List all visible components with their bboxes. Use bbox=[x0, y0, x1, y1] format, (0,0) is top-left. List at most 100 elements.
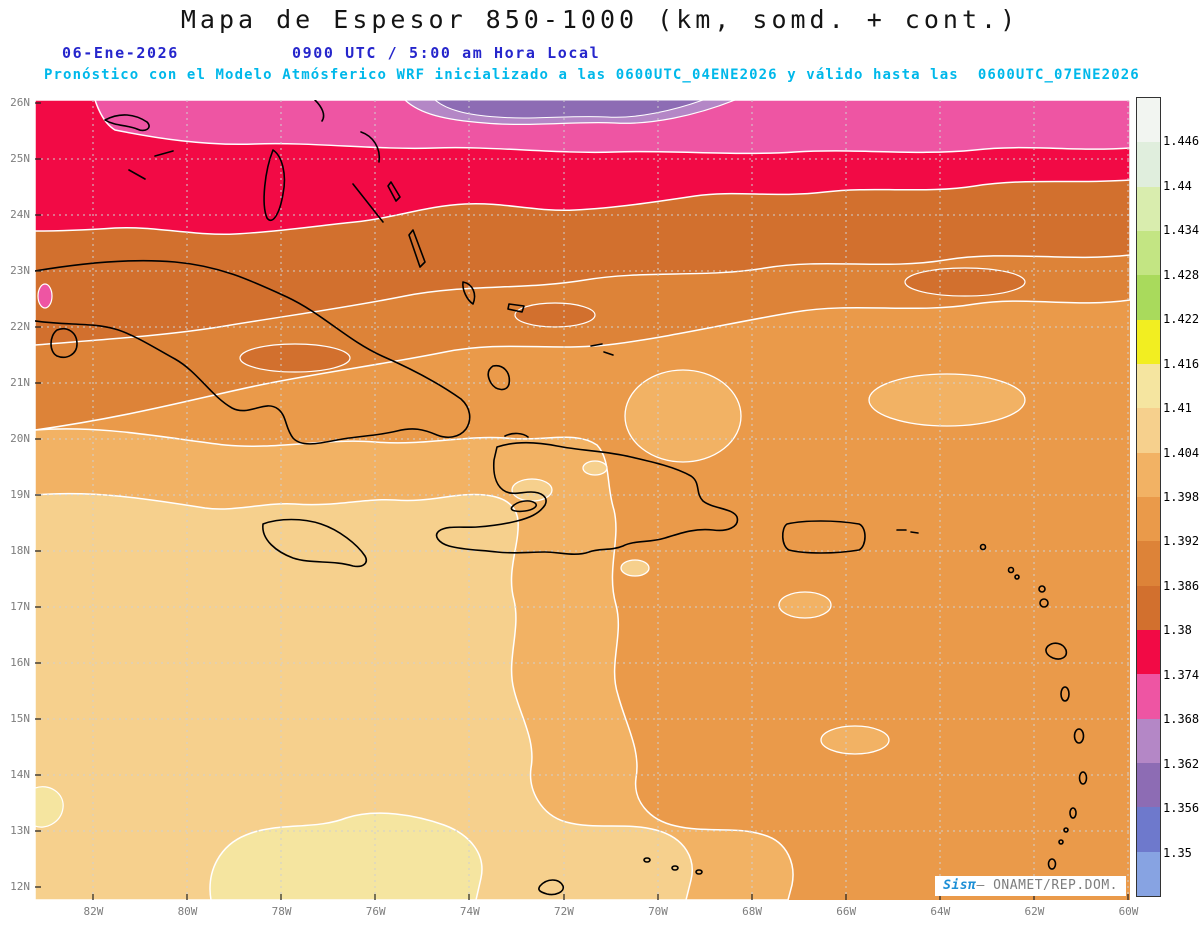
lat-label-14N: 14N bbox=[10, 768, 30, 781]
colorbar-label-1.416: 1.416 bbox=[1163, 356, 1200, 371]
lat-label-24N: 24N bbox=[10, 208, 30, 221]
lon-label-80W: 80W bbox=[177, 905, 198, 918]
colorbar-label-1.434: 1.434 bbox=[1163, 223, 1200, 238]
coastline-acklins bbox=[462, 281, 476, 305]
colorbar-swatch-13 bbox=[1137, 674, 1160, 719]
lat-label-16N: 16N bbox=[10, 656, 30, 669]
coastline-gonave bbox=[510, 500, 538, 513]
thickness-patch bbox=[904, 267, 1026, 297]
coastline-isla-juventud bbox=[50, 328, 78, 359]
colorbar-swatch-7 bbox=[1137, 408, 1160, 453]
page-title: Mapa de Espesor 850-1000 (km, somd. + co… bbox=[180, 5, 1020, 34]
model-info-line: Pronóstico con el Modelo Atmósferico WRF… bbox=[44, 67, 1140, 83]
lon-ticks bbox=[92, 894, 1129, 900]
lon-label-66W: 66W bbox=[836, 905, 857, 918]
fill-region-khaki bbox=[209, 812, 483, 900]
coastline-st-martin bbox=[979, 543, 987, 551]
lat-label-21N: 21N bbox=[10, 376, 30, 389]
forecast-date: 06-Ene-2026 bbox=[62, 44, 179, 62]
thickness-patch bbox=[582, 460, 608, 476]
lat-label-17N: 17N bbox=[10, 600, 30, 613]
lat-label-22N: 22N bbox=[10, 320, 30, 333]
watermark-app-name: Sisπ bbox=[943, 878, 977, 893]
coastline-jamaica bbox=[262, 518, 368, 568]
coastline-guajira bbox=[538, 879, 565, 896]
colorbar-swatch-5 bbox=[1137, 319, 1160, 364]
lat-ticks bbox=[35, 102, 41, 888]
thickness-patch bbox=[624, 369, 742, 463]
lat-label-13N: 13N bbox=[10, 824, 30, 837]
colorbar bbox=[1136, 97, 1161, 897]
lon-label-74W: 74W bbox=[459, 905, 480, 918]
coastline-florida-keys bbox=[104, 114, 174, 180]
coastline-virgin-islands bbox=[896, 529, 919, 534]
fill-region-tan bbox=[35, 492, 693, 900]
colorbar-swatch-9 bbox=[1137, 496, 1160, 542]
colorbar-label-1.446: 1.446 bbox=[1163, 134, 1200, 149]
forecast-valid-time: 0900 UTC / 5:00 am Hora Local bbox=[292, 44, 601, 62]
colorbar-swatch-15 bbox=[1137, 762, 1160, 808]
grid-lines-horizontal bbox=[35, 158, 1130, 832]
coastline-martinique bbox=[1073, 728, 1085, 744]
lon-label-68W: 68W bbox=[742, 905, 763, 918]
colorbar-swatch-0 bbox=[1137, 98, 1160, 143]
thickness-map-svg bbox=[35, 100, 1130, 900]
coastline-st-vincent bbox=[1069, 807, 1077, 819]
coastline-guadeloupe bbox=[1045, 642, 1068, 660]
coastline-dominica bbox=[1060, 686, 1070, 702]
coastline-bonaire bbox=[695, 869, 703, 875]
coastlines bbox=[35, 100, 1088, 896]
colorbar-label-1.398: 1.398 bbox=[1163, 490, 1200, 504]
colorbar-swatch-2 bbox=[1137, 186, 1160, 231]
colorbar-label-1.368: 1.368 bbox=[1163, 712, 1200, 727]
coastline-st-kitts bbox=[1007, 566, 1015, 574]
map-canvas: Sisπ– ONAMET/REP.DOM. bbox=[35, 100, 1130, 900]
thickness-patch bbox=[820, 725, 890, 755]
coastline-inagua bbox=[487, 364, 511, 391]
colorbar-label-1.356: 1.356 bbox=[1163, 801, 1200, 816]
lat-label-20N: 20N bbox=[10, 432, 30, 445]
colorbar-swatch-17 bbox=[1137, 851, 1160, 896]
colorbar-label-1.386: 1.386 bbox=[1163, 578, 1200, 593]
coastline-cat-island bbox=[387, 181, 401, 202]
coastline-long-island bbox=[408, 229, 426, 268]
lon-label-72W: 72W bbox=[553, 905, 574, 918]
coastline-grenadines bbox=[1063, 827, 1069, 833]
colorbar-label-1.38: 1.38 bbox=[1163, 623, 1192, 638]
thickness-patch bbox=[868, 373, 1026, 427]
lon-label-64W: 64W bbox=[930, 905, 951, 918]
coastline-grenada bbox=[1047, 858, 1057, 870]
coastline-mayaguana bbox=[507, 303, 525, 313]
colorbar-swatch-4 bbox=[1137, 275, 1160, 320]
coastline-aruba bbox=[643, 857, 651, 863]
watermark-org: – ONAMET/REP.DOM. bbox=[976, 878, 1118, 893]
colorbar-label-1.35: 1.35 bbox=[1163, 845, 1192, 860]
coastline-hispaniola bbox=[435, 441, 739, 555]
thickness-patch bbox=[514, 302, 596, 328]
colorbar-label-1.404: 1.404 bbox=[1163, 445, 1200, 460]
watermark: Sisπ– ONAMET/REP.DOM. bbox=[935, 876, 1126, 896]
colorbar-swatch-3 bbox=[1137, 230, 1160, 276]
colorbar-swatch-12 bbox=[1137, 629, 1160, 675]
lon-label-76W: 76W bbox=[365, 905, 386, 918]
colorbar-label-1.422: 1.422 bbox=[1163, 312, 1200, 327]
coastline-exuma bbox=[352, 183, 384, 223]
lat-label-15N: 15N bbox=[10, 712, 30, 725]
fill-region-purple bbox=[434, 100, 704, 119]
coastline-st-lucia bbox=[1078, 771, 1088, 785]
lon-label-60W: 60W bbox=[1118, 905, 1139, 918]
coastline-curacao bbox=[671, 865, 679, 871]
thickness-patch bbox=[239, 343, 351, 373]
lat-label-12N: 12N bbox=[10, 880, 30, 893]
colorbar-label-1.392: 1.392 bbox=[1163, 534, 1200, 549]
lat-label-25N: 25N bbox=[10, 152, 30, 165]
colorbar-swatch-10 bbox=[1137, 541, 1160, 586]
colorbar-label-1.374: 1.374 bbox=[1163, 667, 1200, 682]
colorbar-label-1.362: 1.362 bbox=[1163, 756, 1200, 771]
coastline-turks-caicos bbox=[590, 343, 614, 356]
coastline-nevis bbox=[1014, 574, 1020, 580]
thickness-minimum-spot bbox=[37, 283, 53, 309]
coastline-grenadines bbox=[1058, 839, 1064, 845]
colorbar-label-1.44: 1.44 bbox=[1163, 178, 1192, 193]
lon-label-70W: 70W bbox=[648, 905, 668, 918]
